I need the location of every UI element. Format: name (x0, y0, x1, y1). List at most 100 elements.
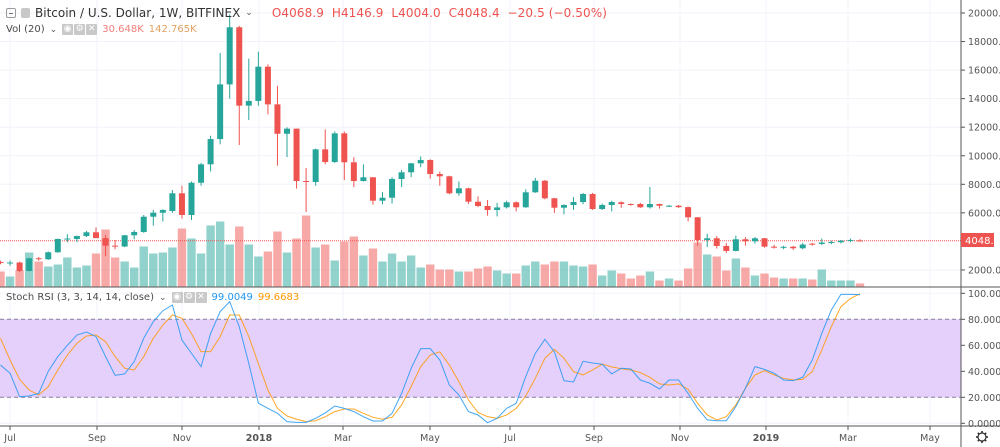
candle-body (7, 262, 14, 264)
volume-bar (731, 258, 741, 287)
candle-body (637, 203, 644, 208)
candle-body (751, 238, 758, 242)
candle-body (131, 231, 138, 236)
volume-bar (359, 255, 368, 287)
price-axis[interactable]: 20000.0 18000.0 16000.0 14000.0 12000.0 10000… (961, 9, 1000, 277)
candle-body (35, 258, 42, 260)
volume-bar (655, 280, 664, 287)
price-tick-label: 8000.0 (968, 180, 1000, 191)
candle-body (16, 262, 23, 271)
candle-body (723, 245, 730, 251)
close-icon[interactable]: ✕ (86, 24, 98, 35)
volume-bar (531, 261, 540, 287)
volume-bar (741, 267, 750, 287)
volume-bar (473, 268, 483, 287)
volume-bar (827, 280, 836, 287)
eye-icon[interactable]: ◉ (62, 24, 74, 35)
volume-bar (130, 267, 139, 287)
stoch-d-line (0, 293, 861, 423)
volume-bar (722, 270, 731, 287)
volume-bar (5, 276, 15, 287)
candle-body (360, 177, 367, 182)
volume-bar (387, 253, 397, 287)
volume-bar (368, 248, 378, 287)
candle-body (828, 241, 835, 243)
volume-label[interactable]: Vol (20) (6, 24, 45, 35)
stoch-label[interactable]: Stoch RSI (3, 3, 14, 14, close) (6, 292, 154, 303)
collapse-icon[interactable] (6, 8, 16, 18)
stoch-tick-label: 60.0000 (968, 341, 1000, 352)
chevron-down-icon[interactable]: ⌄ (49, 24, 58, 35)
candle-body (217, 84, 224, 140)
volume-bar (53, 264, 62, 287)
volume-bar (808, 279, 817, 287)
candle-body (178, 193, 185, 215)
volume-bar (817, 269, 826, 287)
volume-bar (569, 265, 578, 287)
volume-bar (693, 242, 702, 287)
volume-bars (0, 215, 865, 287)
candle-body (580, 194, 587, 203)
candle-body (0, 262, 4, 264)
volume-bar (406, 255, 416, 287)
candle-body (417, 160, 424, 164)
volume-bar (44, 266, 53, 287)
close-icon[interactable]: ✕ (195, 292, 207, 303)
volume-bar (206, 225, 215, 287)
volume-bar (855, 283, 865, 287)
candle-body (322, 149, 329, 163)
candle-body (150, 212, 157, 217)
candle-body (350, 162, 357, 182)
candle-body (303, 181, 310, 183)
stoch-tick-label: 20.0000 (968, 393, 1000, 404)
volume-bar (139, 246, 148, 287)
volume-bar (282, 252, 292, 287)
candle-body (818, 242, 825, 244)
chevron-down-icon[interactable]: ⌄ (159, 292, 167, 303)
candle-body (64, 238, 71, 240)
candle-body (83, 232, 90, 236)
time-axis[interactable]: Jul Sep Nov 2018 Mar May Jul Sep Nov 2019 Mar May (3, 426, 940, 444)
stoch-d-value: 99.6683 (257, 292, 300, 303)
symbol-title[interactable]: Bitcoin / U.S. Dollar, 1W, BITFINEX (35, 6, 241, 20)
volume-bar (82, 265, 91, 287)
candle-body (570, 202, 577, 205)
volume-bar (177, 228, 187, 287)
candle-body (427, 160, 434, 175)
candle-body (675, 205, 682, 208)
volume-bar (683, 268, 693, 287)
flag-icon[interactable] (21, 8, 30, 18)
candle-body (627, 203, 634, 205)
stoch-axis[interactable]: 100.0000 80.0000 60.0000 40.0000 20.0000 0.00… (961, 289, 1000, 430)
price-tick-label: 6000.0 (968, 208, 1000, 219)
last-price-badge-bg (961, 233, 994, 247)
candle-body (837, 240, 844, 243)
chevron-down-icon[interactable]: ⌄ (245, 8, 253, 18)
gear-icon[interactable]: ⚙ (183, 292, 195, 303)
volume-bar (378, 261, 387, 287)
volume-bar (426, 264, 435, 287)
stoch-k-line (0, 293, 861, 424)
candle-body (560, 204, 567, 208)
settings-gear-icon[interactable] (976, 431, 988, 443)
candle-body (188, 182, 195, 215)
volume-bar (788, 278, 798, 287)
candle-body (809, 243, 816, 245)
volume-bar (445, 269, 454, 287)
candle-body (857, 240, 863, 242)
volume-bar (846, 280, 855, 287)
volume-bar (292, 238, 301, 287)
candle-body (494, 207, 501, 210)
eye-icon[interactable]: ◉ (171, 292, 183, 303)
candle-body (274, 104, 281, 134)
candle-body (618, 202, 625, 204)
volume-bar (244, 244, 253, 287)
candle-body (226, 27, 233, 85)
candle-body (264, 66, 271, 105)
time-tick-label: 2019 (753, 433, 779, 444)
gear-icon[interactable]: ⚙ (74, 24, 86, 35)
candle-body (198, 164, 205, 183)
volume-bar (588, 264, 597, 287)
